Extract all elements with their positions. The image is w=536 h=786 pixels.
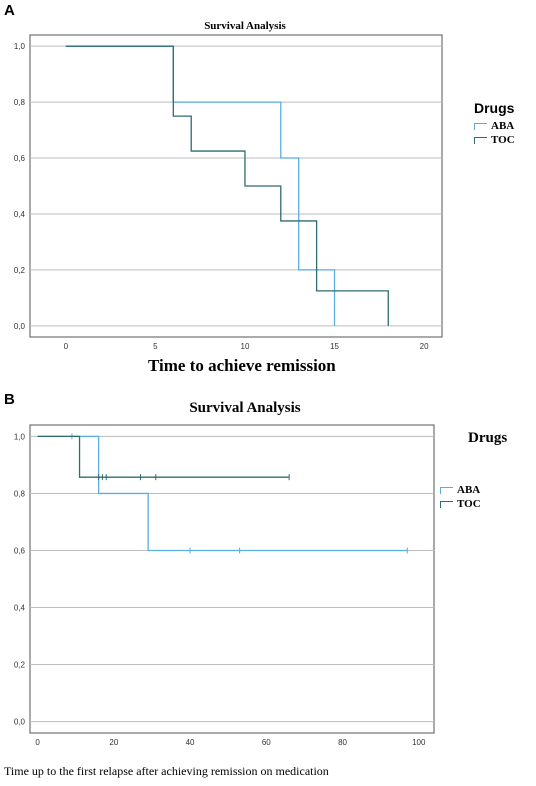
legend-toc-label: TOC bbox=[491, 134, 515, 146]
chart-a-plot: 0,0 0,2 0,4 0,6 0,8 1,0 0 5 10 15 20 bbox=[14, 34, 443, 351]
chart-b-ytick-label: 0,6 bbox=[14, 546, 26, 555]
chart-b-ytick-label: 1,0 bbox=[14, 432, 26, 441]
chart-b-xtick-label: 20 bbox=[109, 738, 118, 747]
chart-b-series-toc-line bbox=[37, 435, 290, 478]
chart-a-legend-title: Drugs bbox=[474, 100, 515, 116]
chart-b-xtick-label: 80 bbox=[338, 738, 347, 747]
chart-b-xtick-label: 60 bbox=[262, 738, 271, 747]
chart-b-legend-title: Drugs bbox=[468, 430, 508, 446]
chart-a-ytick-label: 0,0 bbox=[14, 322, 26, 331]
chart-b-ytick-label: 0,0 bbox=[14, 718, 26, 727]
chart-a-xlabel: Time to achieve remission bbox=[148, 356, 336, 375]
chart-a-series-toc-line bbox=[65, 45, 389, 326]
chart-a-ytick-label: 0,8 bbox=[14, 98, 26, 107]
chart-b-ytick-label: 0,2 bbox=[14, 661, 26, 670]
chart-a-ytick-label: 1,0 bbox=[14, 42, 26, 51]
legend-aba-label: ABA bbox=[491, 120, 515, 132]
chart-b-xtick-label: 100 bbox=[412, 738, 426, 747]
legend-b-aba-swatch-icon bbox=[440, 486, 453, 494]
chart-b-series-aba-line bbox=[37, 435, 408, 552]
chart-a-ytick-label: 0,2 bbox=[14, 266, 26, 275]
chart-b-title: Survival Analysis bbox=[189, 400, 301, 416]
chart-b-xtick-label: 40 bbox=[186, 738, 195, 747]
legend-toc-swatch-icon bbox=[474, 136, 487, 144]
chart-a-xtick-label: 20 bbox=[420, 342, 429, 351]
legend-b-aba-label: ABA bbox=[457, 484, 481, 496]
panel-b-letter: B bbox=[4, 391, 15, 408]
chart-a-xtick-label: 5 bbox=[153, 342, 158, 351]
panel-a-letter: A bbox=[4, 2, 15, 19]
chart-a-xtick-label: 0 bbox=[64, 342, 69, 351]
legend-b-toc-swatch-icon bbox=[440, 500, 453, 508]
chart-b-ytick-label: 0,8 bbox=[14, 489, 26, 498]
chart-a-legend-toc: TOC bbox=[474, 134, 515, 146]
chart-a-xtick-label: 10 bbox=[241, 342, 250, 351]
chart-b-ytick-label: 0,4 bbox=[14, 604, 26, 613]
chart-a-frame bbox=[29, 34, 443, 338]
chart-b-xlabel: Time up to the first relapse after achie… bbox=[4, 764, 329, 778]
chart-a-ytick-label: 0,6 bbox=[14, 154, 26, 163]
chart-a-xtick-label: 15 bbox=[330, 342, 339, 351]
chart-a-title: Survival Analysis bbox=[204, 20, 286, 32]
legend-b-toc-label: TOC bbox=[457, 498, 481, 510]
legend-aba-swatch-icon bbox=[474, 122, 487, 130]
chart-a-legend-aba: ABA bbox=[474, 120, 514, 132]
chart-b-legend-aba: ABA bbox=[440, 484, 480, 496]
chart-b-xtick-label: 0 bbox=[35, 738, 40, 747]
chart-b-frame bbox=[29, 424, 435, 734]
chart-b-legend-toc: TOC bbox=[440, 498, 481, 510]
chart-a-ytick-label: 0,4 bbox=[14, 210, 26, 219]
